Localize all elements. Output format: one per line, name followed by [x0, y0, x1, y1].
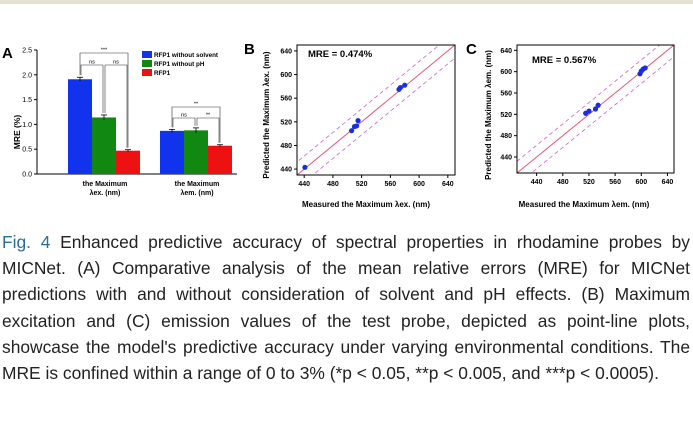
significance-bracket	[80, 64, 104, 113]
panel-b-label: B	[244, 41, 255, 58]
legend-label-1: RFP1 without solvent	[154, 52, 219, 59]
bar-1-group-2	[160, 130, 184, 174]
panel-b-upper-bound-line	[297, 45, 440, 163]
panel-c-upper-bound-line	[517, 45, 661, 162]
legend-swatch-3	[142, 69, 152, 76]
panel-c-data-point	[642, 65, 648, 71]
panel-b-data-point	[402, 82, 408, 88]
panel-a-ytick-label: 2.5	[22, 48, 32, 55]
significance-bracket	[79, 52, 129, 148]
panel-b-xlabel: Measured the Maximum λex. (nm)	[302, 200, 430, 209]
panel-b-ytick-label: 640	[280, 48, 292, 55]
significance-label: ***	[101, 48, 108, 54]
panel-b-ylabel: Predicted the Maximum λex. (nm)	[262, 51, 271, 178]
panel-c-ytick-label: 600	[500, 69, 512, 76]
bar-1-group-1	[68, 79, 92, 174]
panel-b-frame	[296, 44, 456, 176]
panel-c-ytick-label: 640	[500, 48, 512, 55]
panel-b-ytick-label: 520	[280, 119, 292, 126]
panel-c-scatter-chart: C Predicted the Maximum λem. (nm) Measur…	[466, 41, 675, 209]
panel-b-ytick-label: 480	[280, 143, 292, 150]
panel-a-ytick-label: 1.5	[22, 97, 32, 104]
panel-c-data-point	[595, 102, 601, 108]
panel-b-data-point	[355, 118, 361, 124]
panel-b-ytick-label: 560	[280, 96, 292, 103]
panel-b-xtick-label: 520	[356, 181, 368, 188]
panel-c-lower-bound-line	[530, 56, 674, 173]
panel-c-ytick-label: 520	[500, 112, 512, 119]
panel-b-scatter-chart: B Predicted the Maximum λex. (nm) Measur…	[244, 41, 456, 209]
significance-bracket	[171, 106, 221, 143]
panel-a-ytick-label: 2.0	[22, 72, 32, 79]
panel-c-xtick-label: 480	[557, 179, 569, 186]
panel-b-ytick-label: 600	[280, 72, 292, 79]
panel-c-ylabel: Predicted the Maximum λem. (nm)	[484, 50, 493, 180]
panel-c-label: C	[466, 41, 477, 58]
group1-label-line1: the Maximum	[83, 181, 128, 188]
panel-c-frame	[516, 44, 675, 174]
panel-b-data-point	[397, 84, 404, 91]
panel-b-data-point	[348, 128, 355, 134]
legend-label-2: RFP1 without pH	[154, 61, 205, 68]
bar-3-group-1	[116, 150, 140, 174]
panel-c-ytick-label: 440	[500, 155, 512, 162]
panel-c-xtick-label: 440	[531, 179, 543, 186]
panel-b-xtick-label: 640	[442, 181, 454, 188]
group2-label-line2: λem. (nm)	[180, 189, 213, 197]
panel-b-plot-area	[297, 45, 455, 175]
significance-label: **	[194, 102, 199, 108]
legend-swatch-2	[142, 60, 152, 67]
bar-2-group-2	[184, 130, 208, 174]
panel-b-data-point	[302, 164, 308, 170]
figure-caption: Fig. 4 Enhanced predictive accuracy of s…	[2, 229, 690, 386]
legend-label-3: RFP1	[154, 70, 171, 77]
panel-c-ytick-label: 560	[500, 91, 512, 98]
panel-c-mre: MRE = 0.567%	[532, 55, 597, 66]
panel-c-xtick-label: 560	[609, 179, 621, 186]
panel-c-xlabel: Measured the Maximum λem. (nm)	[519, 200, 650, 209]
figure-caption-text: Enhanced predictive accuracy of spectral…	[2, 232, 690, 384]
group1-label-line2: λex. (nm)	[90, 189, 121, 197]
panel-a-bar-chart: A MRE (%) 0.0 0.5 1.0 1.5 2.0 2.5 *** ns ns ** ns…	[2, 45, 237, 197]
top-rule	[0, 0, 693, 4]
panel-b-ytick-label: 440	[280, 167, 292, 174]
panel-a-ytick-label: 0.0	[22, 172, 32, 179]
significance-bracket	[104, 64, 128, 148]
group2-label-line1: the Maximum	[175, 181, 220, 188]
panel-c-xtick-label: 600	[635, 179, 647, 186]
panel-a-ylabel: MRE (%)	[12, 115, 22, 150]
panel-b-xtick-label: 480	[327, 181, 339, 188]
panel-b-identity-line	[297, 45, 455, 175]
panel-c-plot-area	[517, 45, 674, 173]
significance-label: ns	[89, 60, 95, 66]
panel-c-xtick-label: 640	[662, 179, 674, 186]
panel-b-lower-bound-line	[312, 57, 455, 175]
significance-label: ns	[113, 60, 119, 66]
panel-b-data-point	[354, 123, 360, 129]
bar-3-group-2	[208, 145, 232, 174]
bar-2-group-1	[92, 117, 116, 174]
panel-b-mre: MRE = 0.474%	[308, 49, 373, 60]
panel-b-xtick-label: 600	[413, 181, 425, 188]
figure-caption-label: Fig. 4	[2, 232, 51, 252]
panel-c-data-point	[592, 106, 599, 112]
panel-c-data-point	[586, 108, 592, 114]
significance-label: ns	[181, 113, 187, 119]
panel-a-ytick-label: 1.0	[22, 122, 32, 129]
significance-bracket	[172, 117, 196, 128]
panel-c-xtick-label: 520	[583, 179, 595, 186]
significance-bracket	[196, 117, 220, 143]
panel-a-label: A	[2, 45, 13, 62]
panel-c-ytick-label: 480	[500, 133, 512, 140]
significance-label: **	[206, 113, 211, 119]
legend-swatch-1	[142, 51, 152, 58]
panel-b-xtick-label: 440	[298, 181, 310, 188]
panel-b-xtick-label: 560	[385, 181, 397, 188]
panel-a-ytick-label: 0.5	[22, 147, 32, 154]
